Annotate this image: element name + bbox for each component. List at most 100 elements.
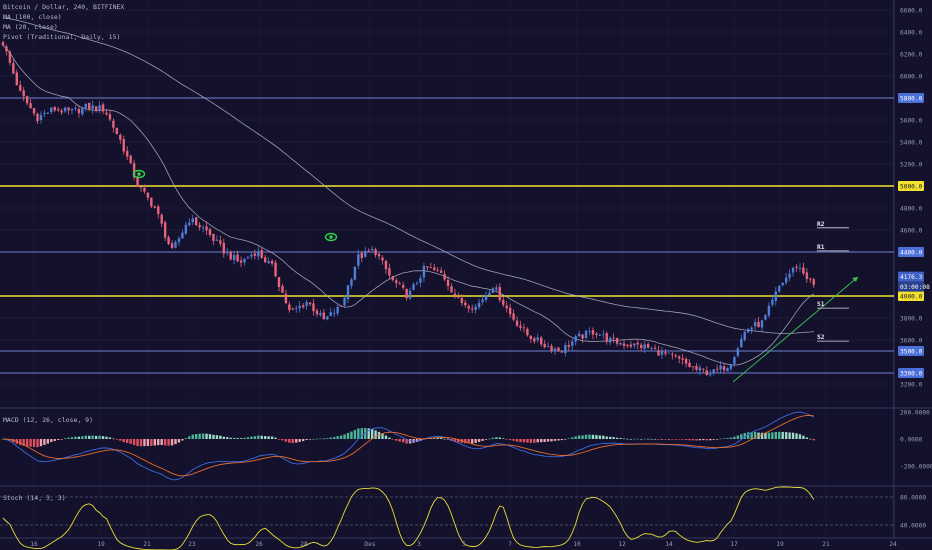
macd-histogram-bar bbox=[484, 439, 488, 440]
candle-body bbox=[415, 282, 419, 284]
macd-histogram-bar bbox=[105, 436, 108, 439]
macd-histogram-bar bbox=[270, 436, 274, 439]
macd-histogram-bar bbox=[60, 439, 63, 440]
macd-histogram-bar bbox=[464, 439, 467, 444]
candle-body bbox=[812, 279, 815, 285]
candle-body bbox=[584, 330, 588, 338]
macd-histogram-bar bbox=[384, 435, 388, 439]
macd-histogram-bar bbox=[681, 439, 684, 440]
macd-histogram-bar bbox=[219, 435, 222, 439]
candle-body bbox=[281, 286, 284, 293]
candle-body bbox=[232, 255, 236, 260]
macd-histogram-bar bbox=[36, 439, 39, 448]
signal-eye-pupil bbox=[137, 172, 141, 176]
candle-body bbox=[498, 286, 501, 301]
macd-histogram-bar bbox=[367, 428, 370, 439]
macd-histogram-bar bbox=[536, 439, 539, 443]
price-tick-label: 5400.0 bbox=[900, 140, 923, 147]
macd-histogram-bar bbox=[74, 436, 77, 439]
macd-histogram-bar bbox=[736, 435, 740, 439]
signal-eye-icon bbox=[132, 169, 146, 179]
macd-histogram-bar bbox=[533, 439, 536, 443]
stoch-pane bbox=[0, 486, 894, 550]
macd-histogram-bar bbox=[243, 437, 246, 439]
macd-histogram-bar bbox=[774, 432, 777, 439]
time-tick-label: 10 bbox=[573, 541, 581, 548]
candle-body bbox=[750, 327, 753, 330]
candle-body bbox=[167, 237, 170, 244]
macd-histogram-bar bbox=[405, 439, 408, 444]
macd-histogram-bar bbox=[346, 432, 350, 439]
candle-body bbox=[695, 365, 698, 370]
candle-body bbox=[408, 290, 412, 299]
candle-body bbox=[353, 266, 357, 280]
candle-body bbox=[678, 356, 681, 359]
macd-histogram-bar bbox=[629, 438, 633, 440]
candle-body bbox=[546, 346, 550, 347]
price-level-label: 3500.0 bbox=[900, 349, 923, 356]
candle-body bbox=[153, 206, 156, 208]
macd-histogram-bar bbox=[660, 439, 664, 440]
candle-body bbox=[236, 254, 239, 262]
candle-body bbox=[577, 333, 581, 337]
countdown-label: 03:00:08 bbox=[900, 284, 930, 291]
candle-body bbox=[653, 347, 657, 349]
price-tick-label: 6000.0 bbox=[900, 74, 923, 81]
candle-body bbox=[70, 109, 74, 111]
macd-histogram-bar bbox=[788, 432, 791, 439]
candle-body bbox=[588, 331, 591, 333]
macd-histogram-bar bbox=[215, 435, 219, 439]
macd-histogram-bar bbox=[595, 435, 598, 439]
candle-body bbox=[760, 320, 764, 328]
macd-histogram-bar bbox=[550, 439, 553, 442]
macd-histogram-bar bbox=[153, 439, 156, 446]
macd-histogram-bar bbox=[295, 439, 298, 443]
candle-body bbox=[474, 306, 477, 310]
macd-line bbox=[2, 411, 815, 481]
candle-body bbox=[484, 295, 488, 301]
macd-histogram-bar bbox=[667, 439, 671, 440]
macd-histogram-bar bbox=[750, 432, 753, 439]
macd-histogram-bar bbox=[312, 438, 315, 440]
candle-body bbox=[784, 277, 788, 283]
macd-histogram-bar bbox=[805, 437, 809, 439]
candle-body bbox=[53, 107, 56, 111]
candle-body bbox=[43, 112, 46, 115]
macd-histogram-bar bbox=[650, 438, 653, 440]
candle-body bbox=[329, 312, 332, 316]
macd-histogram-bar bbox=[743, 432, 746, 439]
macd-histogram-bar bbox=[674, 439, 677, 440]
time-tick-label: 19 bbox=[97, 541, 105, 548]
macd-histogram-bar bbox=[619, 438, 622, 439]
time-tick-label: 23 bbox=[188, 541, 196, 548]
macd-histogram-bar bbox=[101, 436, 105, 439]
price-level-label: 4400.0 bbox=[900, 250, 923, 257]
candle-body bbox=[112, 120, 115, 128]
time-tick-label: 21 bbox=[143, 541, 151, 548]
candle-body bbox=[177, 238, 181, 243]
macd-histogram-bar bbox=[453, 439, 457, 442]
macd-tick-label: 0.0000 bbox=[900, 437, 923, 444]
candle-body bbox=[88, 102, 91, 110]
macd-histogram-bar bbox=[605, 436, 608, 439]
macd-histogram-bar bbox=[557, 439, 560, 441]
candle-body bbox=[94, 106, 98, 111]
macd-histogram-bar bbox=[395, 439, 398, 441]
stoch-tick-label: 80.0000 bbox=[900, 495, 926, 502]
macd-histogram-bar bbox=[298, 439, 301, 442]
stoch-tick-label: 40.0000 bbox=[900, 523, 926, 530]
macd-histogram-bar bbox=[205, 433, 208, 439]
candle-body bbox=[143, 187, 146, 192]
macd-histogram-bar bbox=[502, 438, 505, 439]
candle-body bbox=[39, 114, 43, 120]
price-tick-label: 3600.0 bbox=[900, 338, 923, 345]
candle-body bbox=[208, 229, 212, 235]
macd-histogram-bar bbox=[167, 439, 170, 446]
macd-histogram-bar bbox=[108, 437, 112, 439]
trendline-arrowhead bbox=[852, 277, 858, 282]
price-level-tag bbox=[898, 247, 924, 257]
candle-body bbox=[764, 315, 767, 320]
macd-histogram-bar bbox=[640, 438, 643, 440]
macd-histogram-bar bbox=[812, 439, 815, 441]
